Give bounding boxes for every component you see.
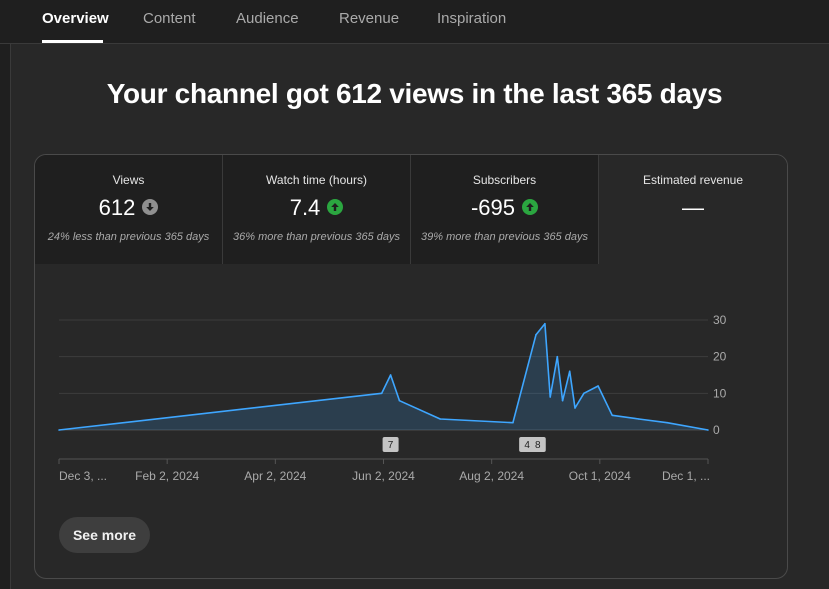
metric-label: Subscribers: [472, 173, 537, 187]
y-tick-label: 0: [713, 423, 720, 437]
page-headline: Your channel got 612 views in the last 3…: [106, 78, 723, 109]
data-point: [398, 399, 401, 402]
annotation-box: [382, 437, 399, 452]
metric-value: 7.4: [289, 195, 321, 220]
analytics-tabs: Overview Content Audience Revenue Inspir…: [0, 0, 829, 44]
x-tick-label: Apr 2, 2024: [244, 469, 306, 483]
metrics-row: Views 612 24% less than previous 365 day…: [35, 155, 787, 264]
x-tick-label: Jun 2, 2024: [352, 469, 415, 483]
data-point: [583, 392, 585, 395]
metric-divider: [222, 155, 223, 264]
data-point: [574, 407, 576, 409]
x-tick-label: Feb 2, 2024: [135, 469, 199, 483]
data-point: [58, 429, 60, 431]
metric-divider: [598, 155, 599, 264]
metric-divider: [410, 155, 411, 264]
trend-down-icon: [142, 199, 159, 215]
annotation-box: [529, 437, 546, 452]
x-tick-label: Oct 1, 2024: [569, 469, 631, 483]
overview-card: Views 612 24% less than previous 365 day…: [34, 154, 788, 579]
tab-revenue[interactable]: Revenue: [339, 10, 400, 27]
active-tab-indicator: [42, 40, 103, 43]
data-point: [597, 385, 599, 387]
annotation-marker[interactable]: 7: [382, 437, 399, 452]
data-point: [549, 396, 551, 398]
see-more-button[interactable]: See more: [59, 517, 150, 553]
data-point: [707, 429, 709, 431]
metric-value: —: [682, 195, 704, 220]
y-tick-label: 30: [713, 313, 727, 327]
data-point: [380, 392, 383, 395]
data-point: [535, 333, 537, 336]
metric-comparison: 39% more than previous 365 days: [421, 231, 588, 243]
metric-label: Views: [112, 173, 145, 187]
series-area: [59, 323, 708, 430]
trend-up-icon: [327, 199, 344, 215]
metric-watch-time[interactable]: Watch time (hours) 7.4 36% more than pre…: [223, 155, 410, 264]
data-point: [568, 370, 571, 373]
data-point: [611, 414, 614, 417]
metric-value: -695: [470, 195, 516, 220]
metric-label: Watch time (hours): [266, 173, 367, 187]
tab-inspiration[interactable]: Inspiration: [437, 10, 507, 27]
metric-comparison: 36% more than previous 365 days: [233, 231, 400, 243]
x-tick-label: Dec 3, ...: [59, 469, 107, 483]
y-tick-label: 20: [713, 350, 727, 364]
annotation-label: 4: [524, 440, 530, 451]
data-point: [561, 399, 564, 402]
metric-label: Estimated revenue: [642, 173, 744, 187]
data-point: [544, 322, 546, 325]
tab-audience[interactable]: Audience: [236, 10, 299, 27]
views-line-chart[interactable]: 0 10 20 30 Dec 3, ... Feb 2, 2024 Apr 2, 2024 J…: [35, 264, 787, 504]
metric-views[interactable]: Views 612 24% less than previous 365 day…: [35, 155, 222, 264]
data-point: [512, 421, 514, 424]
data-point: [439, 418, 442, 420]
data-point: [638, 418, 640, 420]
annotation-label: 7: [388, 440, 394, 451]
y-tick-label: 10: [713, 386, 727, 400]
data-point: [389, 374, 392, 376]
trend-up-icon: [522, 199, 539, 215]
annotation-marker[interactable]: 8: [529, 437, 546, 452]
x-tick-label: Dec 1, ...: [662, 469, 710, 483]
tab-content[interactable]: Content: [143, 10, 196, 27]
x-tick-label: Aug 2, 2024: [459, 469, 524, 483]
data-point: [666, 421, 669, 424]
metric-value: 612: [98, 195, 136, 220]
metric-comparison: 24% less than previous 365 days: [47, 231, 210, 243]
annotation-label: 8: [535, 440, 541, 451]
data-point: [556, 355, 559, 358]
metric-estimated-revenue[interactable]: Estimated revenue —: [599, 155, 787, 264]
metric-subscribers[interactable]: Subscribers -695 39% more than previous …: [411, 155, 598, 264]
tab-overview[interactable]: Overview: [42, 10, 109, 27]
